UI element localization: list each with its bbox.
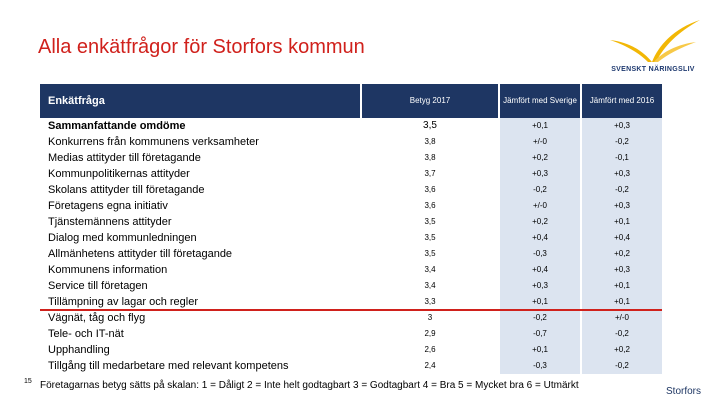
header-betyg-2017: Betyg 2017 (362, 84, 498, 118)
table-row: Allmänhetens attityder till företagande 3… (40, 246, 662, 262)
row-label: Service till företagen (48, 280, 148, 292)
table-row: Vägnät, tåg och flyg 3 -0,2 +/-0 (40, 310, 662, 326)
municipality-label: Storfors (666, 386, 702, 397)
slide-number: 15 (24, 378, 32, 385)
cell-2016: +/-0 (614, 313, 629, 322)
survey-table: Sammanfattande omdöme 3,5 +0,1 +0,3 Konkurre… (40, 118, 662, 374)
logo-wordmark: SVENSKT NÄRINGSLIV (611, 66, 695, 73)
row-label: Kommunens information (48, 264, 168, 276)
table-row: Tele- och IT-nät 2,9 -0,7 -0,2 (40, 326, 662, 342)
cell-2016: -0,1 (615, 153, 629, 162)
row-label: Vägnät, tåg och flyg (48, 312, 146, 324)
cell-betyg: 3,5 (424, 233, 436, 242)
threshold-divider (40, 309, 662, 311)
cell-sverige: +0,4 (532, 233, 548, 242)
cell-2016: +0,3 (614, 121, 630, 130)
cell-2016: +0,1 (614, 297, 630, 306)
year2016-column-band (582, 118, 662, 374)
cell-betyg: 3,5 (423, 120, 437, 131)
cell-sverige: +0,3 (532, 281, 548, 290)
cell-sverige: +0,2 (532, 153, 548, 162)
svenskt-naringsliv-logo: SVENSKT NÄRINGSLIV (592, 16, 714, 82)
row-label: Kommunpolitikernas attityder (48, 168, 190, 180)
header-jamfort-sverige: Jämfört med Sverige (500, 84, 580, 118)
row-label: Tjänstemännens attityder (48, 216, 172, 228)
cell-sverige: -0,2 (533, 185, 547, 194)
table-row: Tjänstemännens attityder 3,5 +0,2 +0,1 (40, 214, 662, 230)
row-label: Skolans attityder till företagande (48, 184, 205, 196)
cell-betyg: 3,6 (424, 185, 436, 194)
cell-sverige: -0,3 (533, 249, 547, 258)
table-row: Skolans attityder till företagande 3,6 -0,… (40, 182, 662, 198)
page-title: Alla enkätfrågor för Storfors kommun (38, 36, 365, 58)
cell-sverige: +0,1 (532, 345, 548, 354)
cell-2016: +0,4 (614, 233, 630, 242)
table-row: Upphandling 2,6 +0,1 +0,2 (40, 342, 662, 358)
cell-sverige: +0,4 (532, 265, 548, 274)
row-label: Dialog med kommunledningen (48, 232, 197, 244)
row-label: Konkurrens från kommunens verksamheter (48, 136, 259, 148)
table-row: Service till företagen 3,4 +0,3 +0,1 (40, 278, 662, 294)
cell-sverige: -0,3 (533, 361, 547, 370)
cell-2016: +0,3 (614, 265, 630, 274)
cell-2016: +0,3 (614, 169, 630, 178)
header-jamfort-2016: Jämfört med 2016 (582, 84, 662, 118)
cell-betyg: 3,5 (424, 217, 436, 226)
cell-2016: +0,1 (614, 217, 630, 226)
cell-2016: +0,2 (614, 249, 630, 258)
table-row: Dialog med kommunledningen 3,5 +0,4 +0,4 (40, 230, 662, 246)
cell-sverige: +0,2 (532, 217, 548, 226)
cell-2016: -0,2 (615, 361, 629, 370)
row-label: Upphandling (48, 344, 110, 356)
cell-betyg: 3,8 (424, 137, 436, 146)
row-label: Företagens egna initiativ (48, 200, 168, 212)
cell-betyg: 2,6 (424, 345, 436, 354)
cell-sverige: -0,2 (533, 313, 547, 322)
row-label: Allmänhetens attityder till företagande (48, 248, 233, 260)
row-label: Tillgång till medarbetare med relevant k… (48, 360, 289, 372)
cell-2016: +0,1 (614, 281, 630, 290)
table-row: Tillämpning av lagar och regler 3,3 +0,1 +0… (40, 294, 662, 310)
table-row: Kommunens information 3,4 +0,4 +0,3 (40, 262, 662, 278)
table-row: Sammanfattande omdöme 3,5 +0,1 +0,3 (40, 118, 662, 134)
cell-betyg: 3,4 (424, 281, 436, 290)
cell-betyg: 3,4 (424, 265, 436, 274)
cell-betyg: 3,6 (424, 201, 436, 210)
cell-2016: +0,2 (614, 345, 630, 354)
row-label: Tillämpning av lagar och regler (48, 296, 198, 308)
cell-betyg: 3,5 (424, 249, 436, 258)
cell-betyg: 3 (427, 313, 433, 322)
header-enkatfraga: Enkätfråga (40, 84, 360, 118)
cell-betyg: 3,3 (424, 297, 436, 306)
table-row: Företagens egna initiativ 3,6 +/-0 +0,3 (40, 198, 662, 214)
sverige-column-band (500, 118, 580, 374)
cell-2016: -0,2 (615, 329, 629, 338)
cell-sverige: +/-0 (532, 137, 547, 146)
row-label: Medias attityder till företagande (48, 152, 201, 164)
cell-sverige: +/-0 (532, 201, 547, 210)
table-row: Tillgång till medarbetare med relevant k… (40, 358, 662, 374)
table-row: Kommunpolitikernas attityder 3,7 +0,3 +0,3 (40, 166, 662, 182)
table-row: Medias attityder till företagande 3,8 +0,2… (40, 150, 662, 166)
cell-sverige: +0,3 (532, 169, 548, 178)
cell-2016: -0,2 (615, 137, 629, 146)
cell-2016: +0,3 (614, 201, 630, 210)
cell-sverige: +0,1 (532, 121, 548, 130)
cell-2016: -0,2 (615, 185, 629, 194)
cell-betyg: 3,8 (424, 153, 436, 162)
table-row: Konkurrens från kommunens verksamheter 3,… (40, 134, 662, 150)
cell-sverige: -0,7 (533, 329, 547, 338)
row-label: Tele- och IT-nät (48, 328, 124, 340)
row-label: Sammanfattande omdöme (48, 120, 186, 132)
cell-sverige: +0,1 (532, 297, 548, 306)
cell-betyg: 3,7 (424, 169, 436, 178)
cell-betyg: 2,4 (424, 361, 436, 370)
footnote: Företagarnas betyg sätts på skalan: 1 = … (40, 380, 579, 391)
logo-swoosh-icon (610, 20, 700, 62)
cell-betyg: 2,9 (424, 329, 436, 338)
